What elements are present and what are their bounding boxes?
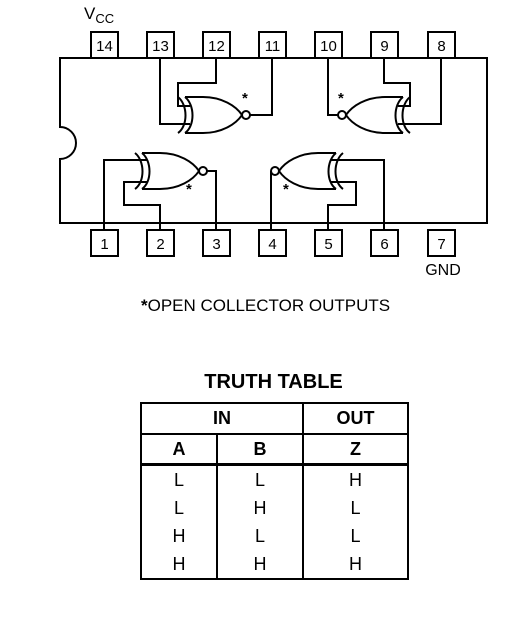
- cell-b: L: [216, 464, 304, 494]
- asterisk-gate-3: *: [186, 181, 192, 198]
- pin-label-2: 2: [156, 236, 164, 253]
- column-a: A: [140, 434, 218, 466]
- cell-z: H: [302, 464, 409, 494]
- wire-pin3: [207, 170, 217, 230]
- wire-pin8: [398, 58, 442, 125]
- gnd-label: GND: [425, 262, 461, 279]
- pin-label-14: 14: [96, 38, 113, 55]
- wire-pin9: [383, 58, 411, 107]
- asterisk-gate-1: *: [242, 90, 248, 107]
- header-out: OUT: [302, 403, 409, 435]
- wire-pin5: [327, 181, 357, 230]
- open-collector-note: *OPEN COLLECTOR OUTPUTS: [141, 296, 390, 316]
- cell-z: H: [302, 550, 409, 579]
- asterisk-gate-4: *: [283, 181, 289, 198]
- asterisk-gate-2: *: [338, 90, 344, 107]
- xnor-gate-2: [337, 96, 411, 134]
- wire-pin6: [331, 159, 385, 230]
- cell-a: H: [140, 550, 218, 579]
- xnor-gate-3: [134, 152, 208, 190]
- pin-label-6: 6: [380, 236, 388, 253]
- wire-pin13: [159, 58, 190, 125]
- header-in: IN: [140, 403, 304, 435]
- note-asterisk: *: [141, 296, 148, 315]
- column-b: B: [216, 434, 304, 466]
- cell-z: L: [302, 494, 409, 522]
- cell-a: L: [140, 494, 218, 522]
- pin-label-8: 8: [437, 38, 445, 55]
- pin-label-9: 9: [380, 38, 388, 55]
- column-z: Z: [302, 434, 409, 466]
- wire-pin12: [177, 58, 217, 107]
- cell-z: L: [302, 522, 409, 550]
- chip-body: [59, 57, 488, 224]
- table-row: L L H: [140, 464, 409, 494]
- cell-b: H: [216, 550, 304, 579]
- pin-label-3: 3: [212, 236, 220, 253]
- pin-label-10: 10: [320, 38, 337, 55]
- cell-a: L: [140, 464, 218, 494]
- xnor-gate-1: [177, 96, 251, 134]
- pin-box-4: [258, 229, 287, 257]
- wire-pin11: [250, 58, 273, 116]
- pin-box-7: [427, 229, 456, 257]
- truth-table: IN OUT A B Z L L H L H L H L L H H H: [140, 402, 409, 580]
- xnor-gate-4: [270, 152, 344, 190]
- note-text: OPEN COLLECTOR OUTPUTS: [147, 296, 391, 315]
- wire-pin10: [327, 58, 338, 116]
- table-row: H H H: [140, 550, 409, 579]
- pin-label-1: 1: [100, 236, 108, 253]
- pin-label-11: 11: [265, 38, 281, 55]
- cell-a: H: [140, 522, 218, 550]
- pinout-diagram: 14 13 12 11 10 9 8 1 2 3 4 5 6 7 VCC GND…: [59, 4, 488, 279]
- pin-label-4: 4: [268, 236, 276, 253]
- pin-label-5: 5: [324, 236, 332, 253]
- vcc-label: VCC: [84, 4, 114, 26]
- table-row: H L L: [140, 522, 409, 550]
- truth-table-title: TRUTH TABLE: [204, 371, 343, 393]
- pin-label-13: 13: [152, 38, 169, 55]
- wire-pin2: [123, 181, 161, 230]
- cell-b: H: [216, 494, 304, 522]
- pin-label-7: 7: [437, 236, 445, 253]
- pin-label-12: 12: [208, 38, 225, 55]
- wire-pin1: [103, 159, 147, 230]
- table-row: L H L: [140, 494, 409, 522]
- pin-box-14: [90, 31, 119, 59]
- cell-b: L: [216, 522, 304, 550]
